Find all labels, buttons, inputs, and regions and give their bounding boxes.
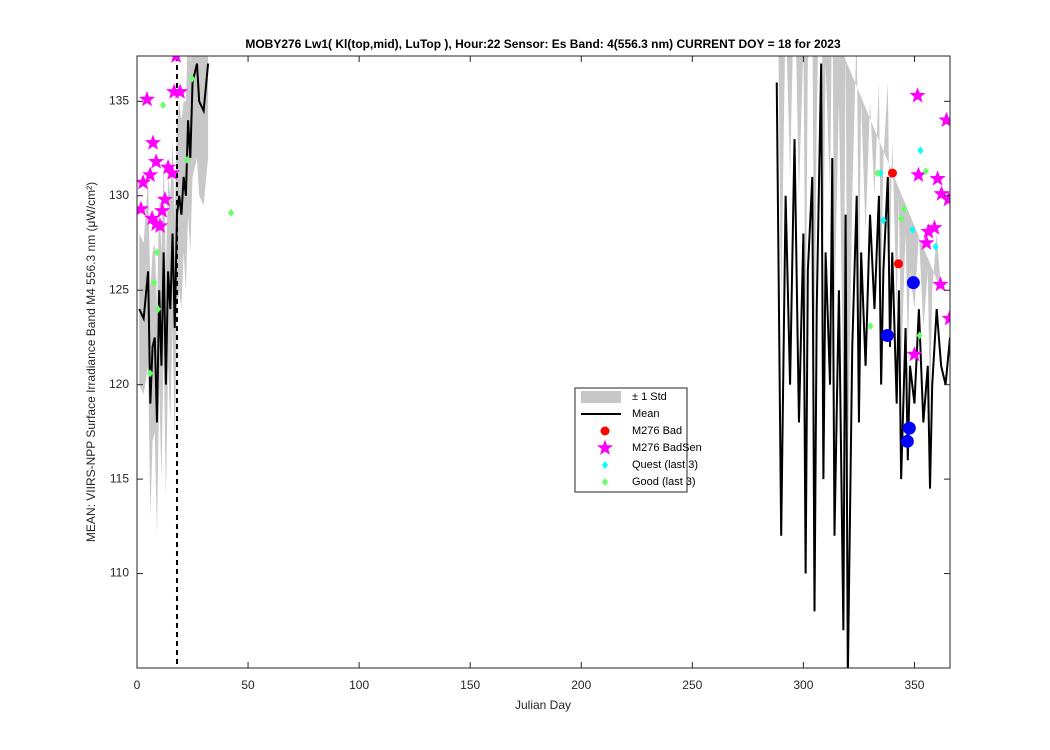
star-marker [156,191,174,207]
legend-label: M276 BadSen [632,442,702,454]
legend: ± 1 Std Mean M276 Bad M276 BadSen Quest (las… [574,387,702,493]
plot-area [137,56,950,668]
star-marker [910,166,927,182]
mean-line [775,63,950,668]
star-marker [152,217,169,233]
x-tick-label: 0 [134,678,141,692]
y-tick-label: 135 [109,94,129,108]
y-tick-label: 130 [109,188,129,202]
circle-marker [887,168,897,178]
diamond-marker [602,478,608,486]
legend-label: Mean [632,408,660,420]
circle-marker [600,426,610,436]
diamond-marker [189,74,196,83]
legend-label: Quest (last 3) [632,459,698,471]
x-tick-label: 100 [349,678,369,692]
star-marker [148,153,165,169]
diamond-marker [159,101,166,110]
axes-box [136,55,951,669]
star-marker [596,439,614,455]
legend-label: M276 Bad [632,425,682,437]
y-axis-label: MEAN: VIIRS-NPP Surface Irradiance Band … [84,182,98,542]
star-marker [154,202,171,218]
star-marker [929,170,946,186]
circle-marker [902,421,916,435]
diamond-marker [183,155,190,164]
circle-marker [906,276,920,290]
circle-marker [893,259,903,269]
diamond-marker [227,208,234,217]
circle-marker [900,434,914,448]
diamond-marker [155,305,162,314]
star-marker [171,56,182,63]
diamond-marker [867,322,874,331]
diamond-marker [877,169,884,178]
std-band [778,56,942,470]
diamond-marker [909,225,916,234]
star-marker [142,166,159,182]
circle-marker [880,329,894,343]
legend-label: ± 1 Std [632,391,667,403]
star-marker [172,83,189,99]
diamond-marker [151,278,158,287]
star-marker [932,276,949,292]
x-tick-label: 200 [571,678,591,692]
diamond-marker [916,331,923,340]
x-tick-label: 150 [460,678,480,692]
legend-label: Good (last 3) [632,476,696,488]
diamond-marker [874,169,881,178]
x-axis-label: Julian Day [515,698,571,712]
diamond-marker [901,205,908,213]
mean-line [138,63,210,423]
star-marker [938,111,950,128]
diamond-marker [922,167,929,176]
star-marker [138,91,156,107]
x-tick-label: 300 [793,678,813,692]
star-marker [933,185,950,201]
star-marker [918,234,935,250]
star-marker [926,219,943,235]
diamond-marker [932,242,939,251]
diamond-marker [602,461,608,469]
star-marker [137,174,152,190]
x-tick-label: 350 [904,678,924,692]
legend-box [574,387,688,493]
diamond-marker [898,214,905,223]
x-tick-label: 250 [682,678,702,692]
diamond-marker [917,146,924,155]
diamond-marker [147,369,154,378]
y-tick-label: 125 [109,282,129,296]
star-marker [144,134,162,150]
star-marker [137,200,150,216]
diamond-marker [880,216,887,225]
diamond-marker [153,248,160,257]
legend-swatch [581,391,621,403]
star-marker [906,346,923,362]
x-tick-label: 50 [241,678,255,692]
y-tick-label: 120 [109,377,129,391]
star-marker [164,164,181,180]
y-tick-label: 115 [110,471,129,485]
chart-title: MOBY276 Lw1( Kl(top,mid), LuTop ), Hour:… [245,37,841,51]
star-marker [909,87,926,103]
y-tick-label: 110 [110,566,129,580]
